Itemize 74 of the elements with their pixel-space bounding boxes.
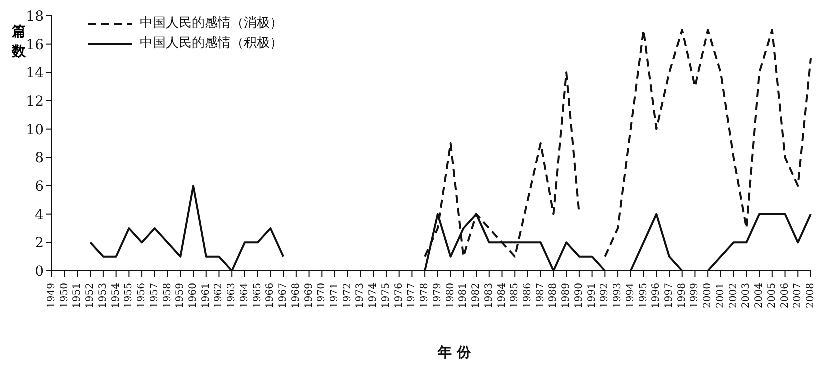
x-tick-label: 1963 [226,283,238,308]
x-tick-label: 1991 [586,283,598,308]
x-tick-label: 1958 [162,283,174,308]
x-tick-label: 1962 [214,283,225,308]
x-tick-label: 1975 [380,283,392,308]
x-tick-label: 1981 [458,283,470,308]
y-tick-label: 16 [26,37,44,54]
x-tick-label: 1965 [252,283,264,308]
y-tick-label: 10 [26,122,44,138]
y-tick-label: 8 [35,150,44,167]
x-axis-title: 年 份 [436,344,472,362]
y-tick-label: 12 [26,94,44,110]
x-tick-label: 2007 [792,283,804,308]
legend-label: 中国人民的感情（消极） [140,15,283,33]
x-tick-label: 1988 [548,283,560,308]
x-tick-label: 1985 [510,283,521,308]
x-tick-label: 1983 [484,283,495,308]
x-tick-label: 1990 [574,283,585,308]
x-tick-label: 1978 [420,283,431,308]
x-tick-label: 1969 [304,283,315,308]
x-tick-label: 1998 [676,283,688,308]
x-tick-label: 1960 [188,283,200,308]
x-tick-label: 2003 [741,283,752,308]
x-tick-label: 2004 [754,283,766,308]
x-tick-label: 1957 [149,283,160,308]
x-tick-label: 1964 [239,283,250,308]
x-tick-label: 1984 [496,283,508,308]
x-tick-label: 1954 [110,283,122,308]
x-tick-label: 2001 [715,283,726,308]
x-tick-label: 1992 [600,283,611,308]
y-tick-label: 4 [35,207,44,224]
x-tick-label: 1986 [522,283,534,308]
x-tick-label: 1972 [342,283,354,308]
x-tick-label: 1971 [330,283,341,308]
x-tick-label: 1952 [85,283,96,308]
x-tick-label: 1967 [278,283,290,308]
x-tick-label: 1982 [471,283,482,308]
x-tick-label: 2005 [766,283,778,308]
x-tick-label: 2008 [806,283,816,308]
y-axis-title: 篇数 [10,23,27,62]
x-tick-label: 1970 [316,283,328,308]
x-tick-label: 2000 [702,283,714,308]
x-tick-label: 1953 [98,283,109,308]
x-tick-label: 1999 [690,283,701,308]
x-tick-label: 2002 [728,283,740,308]
y-tick-label: 14 [26,66,44,82]
x-tick-label: 1996 [651,283,662,308]
x-tick-label: 1951 [72,283,84,308]
x-tick-label: 1973 [355,283,366,308]
x-tick-label: 1993 [612,283,624,308]
x-tick-label: 2006 [780,283,791,308]
x-tick-label: 1976 [394,283,405,308]
x-tick-label: 1979 [432,283,444,308]
x-tick-label: 1966 [265,283,276,308]
x-tick-label: 1997 [664,283,675,308]
x-tick-label: 1950 [59,283,70,308]
x-tick-label: 1989 [561,283,572,308]
y-tick-label: 18 [26,8,44,25]
x-tick-label: 1961 [200,283,212,308]
x-tick-label: 1949 [46,283,58,308]
y-tick-label: 6 [35,178,44,195]
x-tick-label: 1956 [136,283,148,308]
x-tick-label: 1987 [535,283,546,308]
legend-label: 中国人民的感情（积极） [140,35,283,53]
y-tick-label: 0 [35,264,44,280]
x-tick-label: 1994 [625,283,636,308]
x-tick-label: 1968 [290,283,302,308]
x-tick-label: 1980 [445,283,456,308]
x-tick-label: 1959 [175,283,186,308]
x-tick-label: 1955 [124,283,135,308]
x-tick-label: 1995 [638,283,650,308]
y-tick-label: 2 [35,236,44,252]
x-tick-label: 1974 [368,283,380,308]
x-tick-label: 1977 [406,283,418,308]
